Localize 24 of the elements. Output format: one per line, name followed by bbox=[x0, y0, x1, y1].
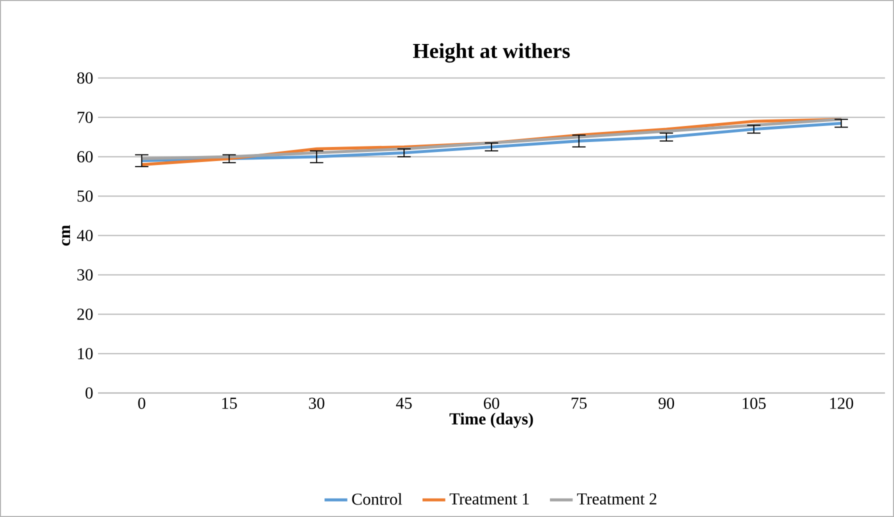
y-tick-label: 80 bbox=[77, 72, 93, 84]
legend-label: Treatment 1 bbox=[450, 493, 529, 505]
y-tick-label: 30 bbox=[77, 269, 93, 280]
y-tick-label: 10 bbox=[78, 348, 93, 360]
legend-label: Control bbox=[352, 493, 402, 505]
y-tick-label: 20 bbox=[77, 308, 93, 320]
x-tick-label: 120 bbox=[830, 398, 854, 409]
y-tick-label: 70 bbox=[78, 112, 93, 124]
y-tick-label: 0 bbox=[86, 387, 93, 399]
x-tick-label: 60 bbox=[484, 398, 500, 409]
x-tick-label: 30 bbox=[309, 398, 324, 409]
x-tick-label: 90 bbox=[658, 398, 674, 409]
x-tick-label: 45 bbox=[396, 398, 412, 409]
x-tick-label: 75 bbox=[572, 398, 587, 409]
y-tick-label: 40 bbox=[76, 230, 93, 242]
x-tick-label: 0 bbox=[138, 398, 146, 409]
x-axis-title: Time (days) bbox=[450, 412, 533, 428]
y-tick-label: 60 bbox=[77, 151, 93, 162]
x-tick-label: 105 bbox=[742, 398, 766, 409]
chart-title: Height at withers bbox=[413, 43, 570, 63]
y-axis-title: cm bbox=[62, 225, 70, 246]
y-tick-label: 50 bbox=[78, 190, 93, 202]
legend-label: Treatment 2 bbox=[577, 493, 656, 505]
x-tick-label: 15 bbox=[222, 398, 237, 409]
